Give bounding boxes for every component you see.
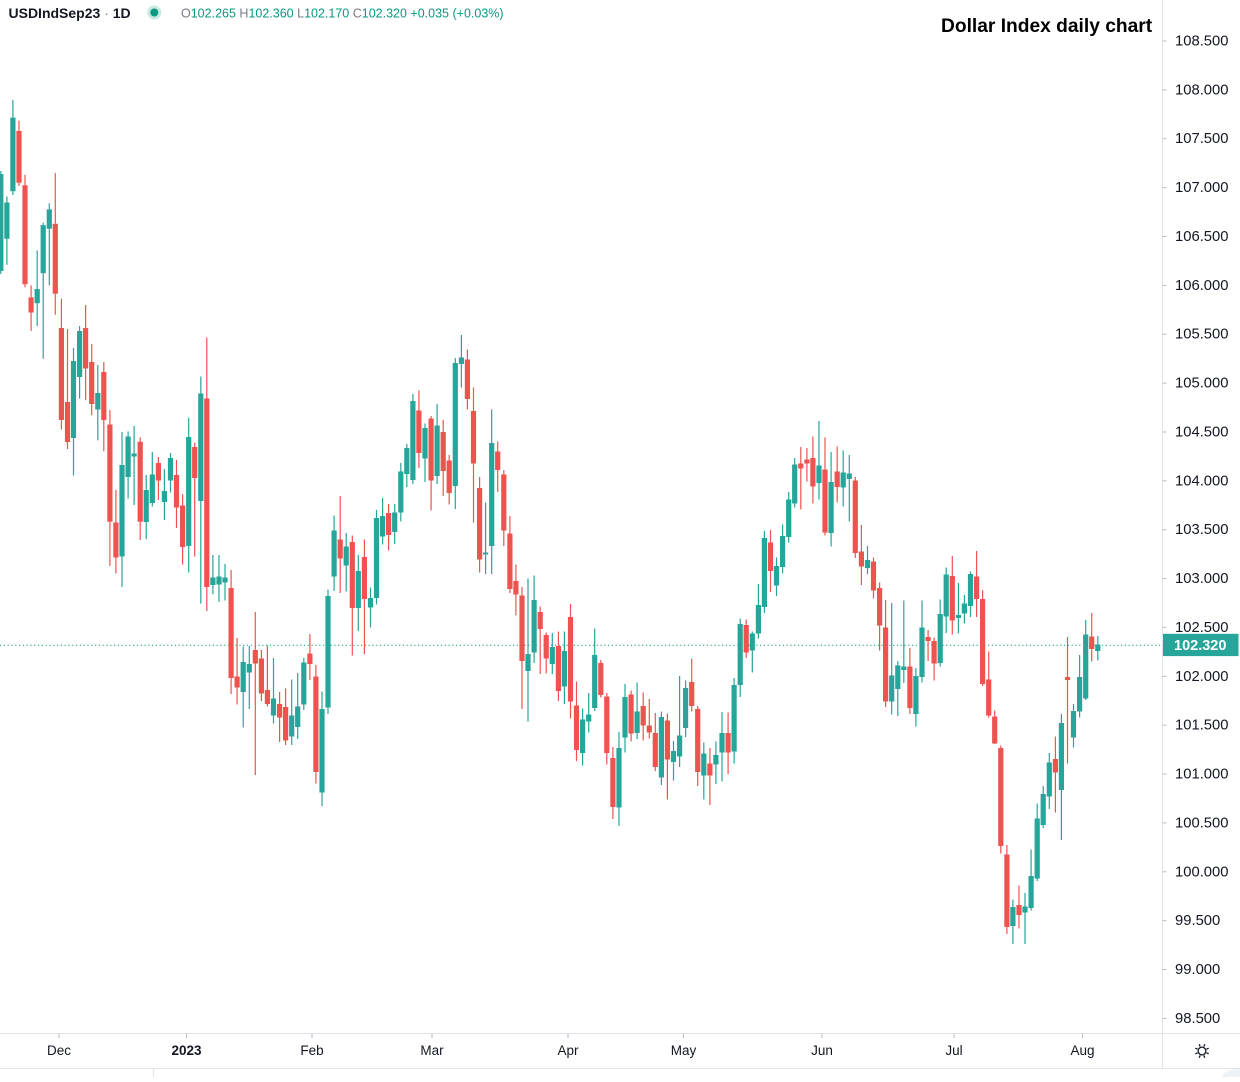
- svg-text:Dec: Dec: [47, 1043, 71, 1058]
- svg-text:102.320: 102.320: [1174, 638, 1226, 654]
- svg-text:106.500: 106.500: [1175, 229, 1229, 245]
- svg-text:Aug: Aug: [1070, 1043, 1094, 1058]
- svg-text:101.500: 101.500: [1175, 718, 1229, 734]
- svg-text:102.000: 102.000: [1175, 669, 1229, 685]
- svg-text:103.500: 103.500: [1175, 522, 1229, 538]
- svg-text:Dollar Index daily chart: Dollar Index daily chart: [941, 16, 1153, 37]
- svg-text:O102.265 H102.360 L102.170 C10: O102.265 H102.360 L102.170 C102.320 +0.0…: [181, 7, 504, 21]
- svg-text:100.000: 100.000: [1175, 864, 1229, 880]
- svg-text:Apr: Apr: [557, 1043, 579, 1058]
- svg-text:99.500: 99.500: [1175, 913, 1220, 929]
- svg-text:104.500: 104.500: [1175, 425, 1229, 441]
- svg-text:107.000: 107.000: [1175, 180, 1229, 196]
- svg-text:99.000: 99.000: [1175, 962, 1220, 978]
- svg-text:108.500: 108.500: [1175, 34, 1229, 50]
- svg-text:108.000: 108.000: [1175, 82, 1229, 98]
- svg-text:106.000: 106.000: [1175, 278, 1229, 294]
- svg-text:101.000: 101.000: [1175, 767, 1229, 783]
- svg-text:107.500: 107.500: [1175, 131, 1229, 147]
- svg-text:Mar: Mar: [420, 1043, 444, 1058]
- svg-text:102.500: 102.500: [1175, 620, 1229, 636]
- svg-text:98.500: 98.500: [1175, 1011, 1220, 1027]
- svg-text:May: May: [671, 1043, 697, 1058]
- svg-text:103.000: 103.000: [1175, 571, 1229, 587]
- svg-text:105.000: 105.000: [1175, 376, 1229, 392]
- svg-text:Jun: Jun: [811, 1043, 833, 1058]
- svg-text:100.500: 100.500: [1175, 815, 1229, 831]
- svg-text:105.500: 105.500: [1175, 327, 1229, 343]
- svg-text:Jul: Jul: [945, 1043, 962, 1058]
- svg-text:USDIndSep23 · 1D: USDIndSep23 · 1D: [9, 5, 131, 21]
- svg-text:Feb: Feb: [300, 1043, 323, 1058]
- svg-text:104.000: 104.000: [1175, 473, 1229, 489]
- svg-text:2023: 2023: [171, 1043, 202, 1058]
